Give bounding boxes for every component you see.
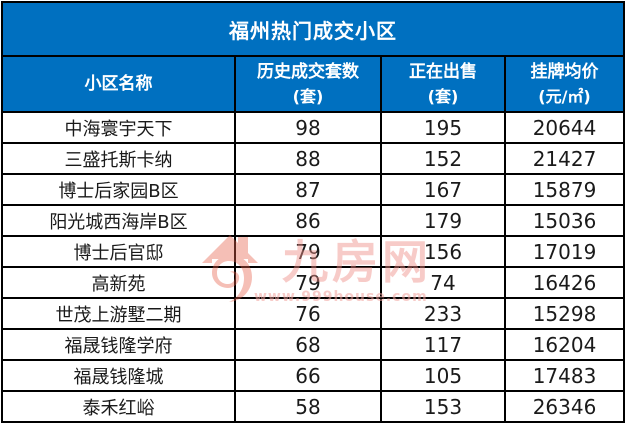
sold-count: 66 bbox=[234, 359, 382, 392]
sold-count: 98 bbox=[234, 111, 382, 144]
avg-price: 17483 bbox=[504, 359, 625, 392]
community-name: 博士后家园B区 bbox=[1, 173, 236, 206]
table-row: 福晟钱隆城 66 105 17483 bbox=[1, 359, 625, 392]
community-name: 福晟钱隆城 bbox=[1, 359, 236, 392]
column-header-selling: 正在出售 (套) bbox=[380, 55, 506, 113]
community-name: 福晟钱隆学府 bbox=[1, 328, 236, 361]
community-name: 阳光城西海岸B区 bbox=[1, 204, 236, 237]
avg-price: 15298 bbox=[504, 297, 625, 330]
selling-count: 117 bbox=[380, 328, 506, 361]
selling-count: 167 bbox=[380, 173, 506, 206]
avg-price: 15879 bbox=[504, 173, 625, 206]
table-row: 博士后官邸 79 156 17019 bbox=[1, 235, 625, 268]
table-row: 福晟钱隆学府 68 117 16204 bbox=[1, 328, 625, 361]
selling-count: 105 bbox=[380, 359, 506, 392]
table-row: 泰禾红峪 58 153 26346 bbox=[1, 390, 625, 423]
avg-price: 16204 bbox=[504, 328, 625, 361]
table-row: 阳光城西海岸B区 86 179 15036 bbox=[1, 204, 625, 237]
selling-count: 156 bbox=[380, 235, 506, 268]
selling-count: 153 bbox=[380, 390, 506, 423]
selling-count: 179 bbox=[380, 204, 506, 237]
selling-count: 152 bbox=[380, 142, 506, 175]
community-name: 泰禾红峪 bbox=[1, 390, 236, 423]
table-row: 三盛托斯卡纳 88 152 21427 bbox=[1, 142, 625, 175]
table-row: 中海寰宇天下 98 195 20644 bbox=[1, 111, 625, 144]
sold-count: 58 bbox=[234, 390, 382, 423]
column-header-label: 历史成交套数 bbox=[257, 62, 359, 83]
column-header-unit: (套) bbox=[427, 86, 459, 106]
column-header-label: 小区名称 bbox=[84, 73, 153, 94]
avg-price: 17019 bbox=[504, 235, 625, 268]
avg-price: 26346 bbox=[504, 390, 625, 423]
sold-count: 68 bbox=[234, 328, 382, 361]
avg-price: 15036 bbox=[504, 204, 625, 237]
column-header-unit: (套) bbox=[292, 86, 324, 106]
sold-count: 79 bbox=[234, 235, 382, 268]
community-name: 世茂上游墅二期 bbox=[1, 297, 236, 330]
column-header-unit: (元/㎡) bbox=[538, 86, 591, 106]
community-name: 高新苑 bbox=[1, 266, 236, 299]
table-row: 博士后家园B区 87 167 15879 bbox=[1, 173, 625, 206]
avg-price: 16426 bbox=[504, 266, 625, 299]
sold-count: 88 bbox=[234, 142, 382, 175]
sold-count: 79 bbox=[234, 266, 382, 299]
avg-price: 20644 bbox=[504, 111, 625, 144]
column-header-name: 小区名称 bbox=[1, 55, 236, 113]
table-row: 高新苑 79 74 16426 bbox=[1, 266, 625, 299]
table-row: 世茂上游墅二期 76 233 15298 bbox=[1, 297, 625, 330]
selling-count: 195 bbox=[380, 111, 506, 144]
hot-communities-table: 福州热门成交小区 小区名称 历史成交套数 (套) 正在出售 (套) 挂牌均价 (… bbox=[1, 1, 625, 423]
sold-count: 86 bbox=[234, 204, 382, 237]
sold-count: 76 bbox=[234, 297, 382, 330]
community-name: 中海寰宇天下 bbox=[1, 111, 236, 144]
community-name: 三盛托斯卡纳 bbox=[1, 142, 236, 175]
column-header-label: 挂牌均价 bbox=[530, 62, 599, 83]
column-header-label: 正在出售 bbox=[409, 62, 477, 83]
selling-count: 74 bbox=[380, 266, 506, 299]
column-header-sold: 历史成交套数 (套) bbox=[234, 55, 382, 113]
column-header-price: 挂牌均价 (元/㎡) bbox=[504, 55, 625, 113]
table-title: 福州热门成交小区 bbox=[1, 1, 625, 57]
selling-count: 233 bbox=[380, 297, 506, 330]
community-name: 博士后官邸 bbox=[1, 235, 236, 268]
avg-price: 21427 bbox=[504, 142, 625, 175]
sold-count: 87 bbox=[234, 173, 382, 206]
